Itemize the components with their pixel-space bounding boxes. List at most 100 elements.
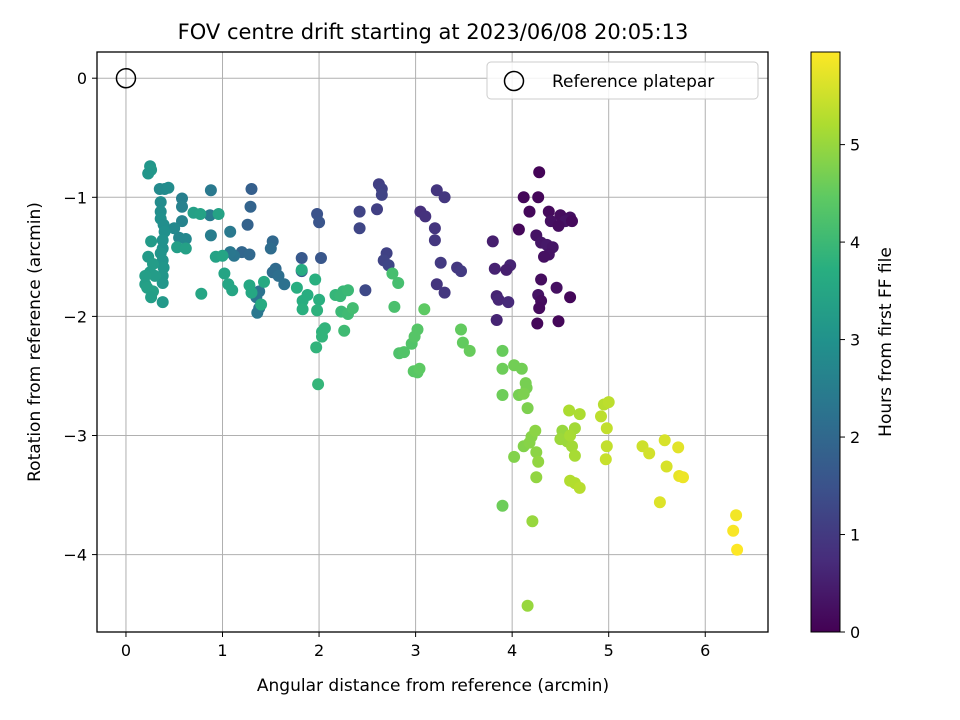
data-point xyxy=(148,269,161,282)
data-point xyxy=(490,314,503,326)
colorbar: 0 1 2 3 4 5 Hours from first FF file xyxy=(810,51,896,642)
colorbar-tick-label: 1 xyxy=(850,526,860,545)
data-point xyxy=(290,281,303,294)
data-point xyxy=(411,323,424,336)
data-point xyxy=(496,389,509,401)
data-point xyxy=(463,344,476,357)
data-point xyxy=(316,330,328,343)
data-point xyxy=(244,200,257,213)
data-point xyxy=(419,210,432,223)
data-point xyxy=(496,344,509,357)
data-point xyxy=(388,300,401,313)
legend-box xyxy=(486,61,759,100)
data-point xyxy=(338,324,351,337)
data-point xyxy=(538,250,550,263)
data-point xyxy=(176,192,188,205)
colorbar-label: Hours from first FF file xyxy=(876,247,896,437)
data-point xyxy=(535,273,548,286)
data-point xyxy=(533,166,546,179)
colorbar-tick-label: 4 xyxy=(850,233,860,252)
data-point xyxy=(456,336,469,349)
data-point xyxy=(179,233,192,245)
data-point xyxy=(512,223,525,236)
data-point xyxy=(311,304,324,317)
plot-frame xyxy=(96,51,769,633)
data-point xyxy=(243,248,256,261)
data-point xyxy=(600,422,613,435)
x-tick-label: 5 xyxy=(604,641,614,660)
data-point xyxy=(434,256,447,269)
data-point xyxy=(258,275,270,288)
legend: Reference platepar xyxy=(486,61,759,100)
data-point xyxy=(353,222,366,235)
data-point xyxy=(658,434,671,447)
data-point xyxy=(517,387,530,400)
data-point xyxy=(653,496,666,509)
data-point xyxy=(156,296,169,309)
y-tick-label: −4 xyxy=(63,546,87,565)
data-point xyxy=(573,408,586,421)
data-point xyxy=(313,216,326,229)
data-point xyxy=(295,263,308,276)
data-point xyxy=(295,252,308,264)
data-point xyxy=(521,402,534,415)
data-point xyxy=(313,293,326,306)
data-point xyxy=(245,183,258,195)
y-axis-label: Rotation from reference (arcmin) xyxy=(25,202,45,482)
data-point xyxy=(156,277,169,289)
data-point xyxy=(521,599,534,612)
data-point xyxy=(731,543,744,556)
data-point xyxy=(533,302,546,315)
x-axis-label: Angular distance from reference (arcmin) xyxy=(257,676,609,696)
data-point xyxy=(241,218,254,231)
data-point xyxy=(532,455,545,468)
data-point xyxy=(428,234,441,247)
data-point xyxy=(204,229,217,242)
data-point xyxy=(245,286,258,299)
data-point xyxy=(216,249,229,262)
data-point xyxy=(502,296,515,309)
data-point xyxy=(438,191,451,204)
data-point xyxy=(212,208,225,220)
data-point xyxy=(530,471,543,484)
data-point xyxy=(602,396,615,409)
data-point xyxy=(398,346,410,359)
data-point xyxy=(532,191,545,204)
x-tick-label: 3 xyxy=(411,641,421,660)
data-point xyxy=(568,449,581,462)
data-point xyxy=(526,515,539,528)
y-tick-label: −2 xyxy=(63,307,87,326)
reference-platepar-marker xyxy=(115,67,137,89)
data-point xyxy=(310,341,323,354)
data-point xyxy=(672,441,685,454)
data-point xyxy=(346,302,359,315)
data-point xyxy=(162,181,175,194)
data-point xyxy=(552,219,565,232)
grid-lines xyxy=(97,52,768,632)
data-point xyxy=(371,203,383,216)
data-point xyxy=(496,362,509,375)
data-point xyxy=(278,278,291,291)
colorbar-gradient xyxy=(810,51,841,633)
data-point xyxy=(660,460,673,473)
y-tick-label: 0 xyxy=(77,69,87,88)
data-point xyxy=(176,200,188,213)
data-point xyxy=(455,265,467,278)
data-point xyxy=(145,235,158,248)
data-point xyxy=(176,215,188,228)
colorbar-tick-label: 5 xyxy=(850,136,860,155)
data-point xyxy=(296,294,309,307)
axis-ticks: 0 1 2 3 4 5 6 0 −1 −2 −3 −4 xyxy=(63,69,710,660)
data-point xyxy=(145,291,158,304)
data-point xyxy=(430,184,443,197)
data-point xyxy=(550,281,563,294)
data-point xyxy=(531,317,544,330)
data-point xyxy=(730,509,743,522)
data-point xyxy=(264,242,277,255)
data-point xyxy=(342,284,354,297)
data-point xyxy=(563,404,576,417)
y-tick-label: −1 xyxy=(63,188,87,207)
data-point xyxy=(359,284,372,297)
data-point xyxy=(430,278,443,291)
